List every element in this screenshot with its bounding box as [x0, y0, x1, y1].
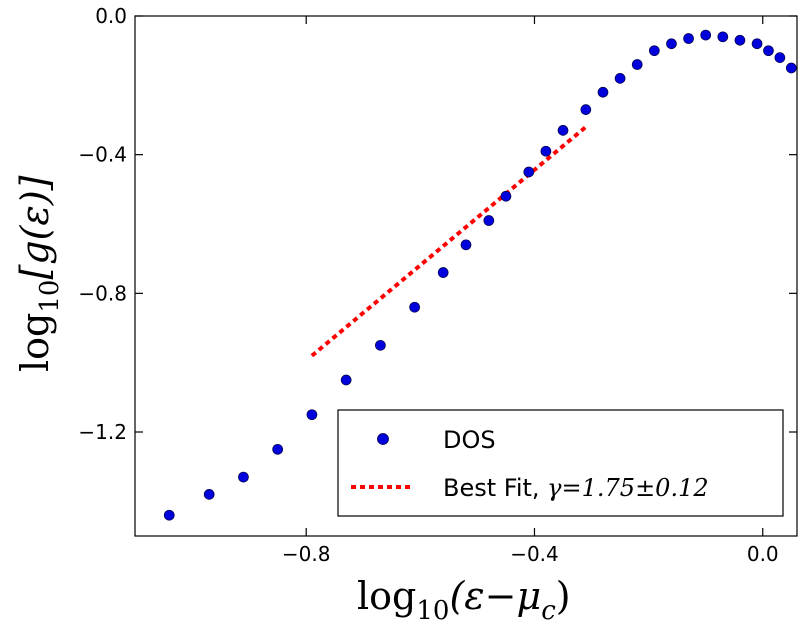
y-axis-log-sub: 10 [35, 280, 65, 313]
legend-dos-marker [377, 433, 389, 445]
dos-point [500, 190, 512, 202]
legend-fit-prefix: Best Fit, [443, 474, 547, 502]
dos-point [683, 33, 694, 44]
y-tick-label: −0.4 [78, 143, 127, 167]
dos-point [763, 45, 774, 57]
dos-point [272, 443, 284, 455]
dos-point [774, 52, 786, 63]
y-tick-label: 0.0 [95, 4, 127, 28]
dos-point [580, 104, 592, 115]
dos-point [557, 125, 569, 136]
plot-frame [134, 15, 798, 537]
y-tick-label: −1.2 [78, 420, 127, 444]
x-axis-close: ) [556, 574, 571, 618]
dos-point [648, 45, 660, 57]
x-axis-arg: (ε−μ [449, 574, 541, 618]
y-axis-label: log10[g(ε)] [13, 175, 65, 372]
best-fit-line [310, 125, 588, 358]
y-tick-label: −0.8 [78, 281, 127, 305]
dos-point [540, 145, 552, 157]
tick-marks [135, 15, 797, 536]
legend-dos-label: DOS [443, 426, 496, 454]
legend-fit-math: γ=1.75±0.12 [547, 474, 708, 502]
dos-point [340, 374, 352, 386]
dos-point [597, 86, 609, 98]
legend-box [337, 409, 784, 517]
x-axis-label: log10(ε−μc) [357, 574, 571, 626]
dos-point [375, 339, 386, 351]
x-axis-arg-sub: c [541, 596, 556, 626]
dos-point [631, 59, 643, 70]
x-tick-label: −0.8 [282, 542, 331, 566]
dos-point [717, 31, 729, 43]
dos-point [523, 166, 535, 178]
x-axis-log: log [357, 574, 416, 618]
legend: DOS Best Fit, γ=1.75±0.12 [337, 409, 784, 517]
legend-fit-label: Best Fit, γ=1.75±0.12 [443, 474, 709, 502]
fit-line-layer [310, 125, 588, 358]
dos-points [163, 29, 797, 521]
tick-labels: −0.8 −0.4 0.0 0.0 −0.4 −0.8 −1.2 [78, 4, 778, 566]
x-tick-label: 0.0 [747, 542, 779, 566]
x-axis-log-sub: 10 [416, 596, 449, 626]
dos-point [460, 239, 472, 251]
dos-point [785, 62, 797, 74]
dos-point [666, 38, 677, 50]
x-tick-label: −0.4 [510, 542, 559, 566]
dos-point [437, 267, 449, 278]
y-axis-arg: [g(ε)] [13, 175, 57, 279]
dos-point [306, 409, 318, 421]
dos-point [700, 29, 712, 41]
dos-point [238, 471, 249, 483]
dos-point [734, 34, 746, 46]
dos-point [409, 301, 420, 313]
dos-point [163, 509, 175, 521]
dos-point [614, 73, 626, 84]
y-axis-log: log [13, 313, 57, 372]
dos-point [483, 215, 495, 226]
dos-point [203, 489, 215, 500]
dos-point [751, 38, 763, 50]
